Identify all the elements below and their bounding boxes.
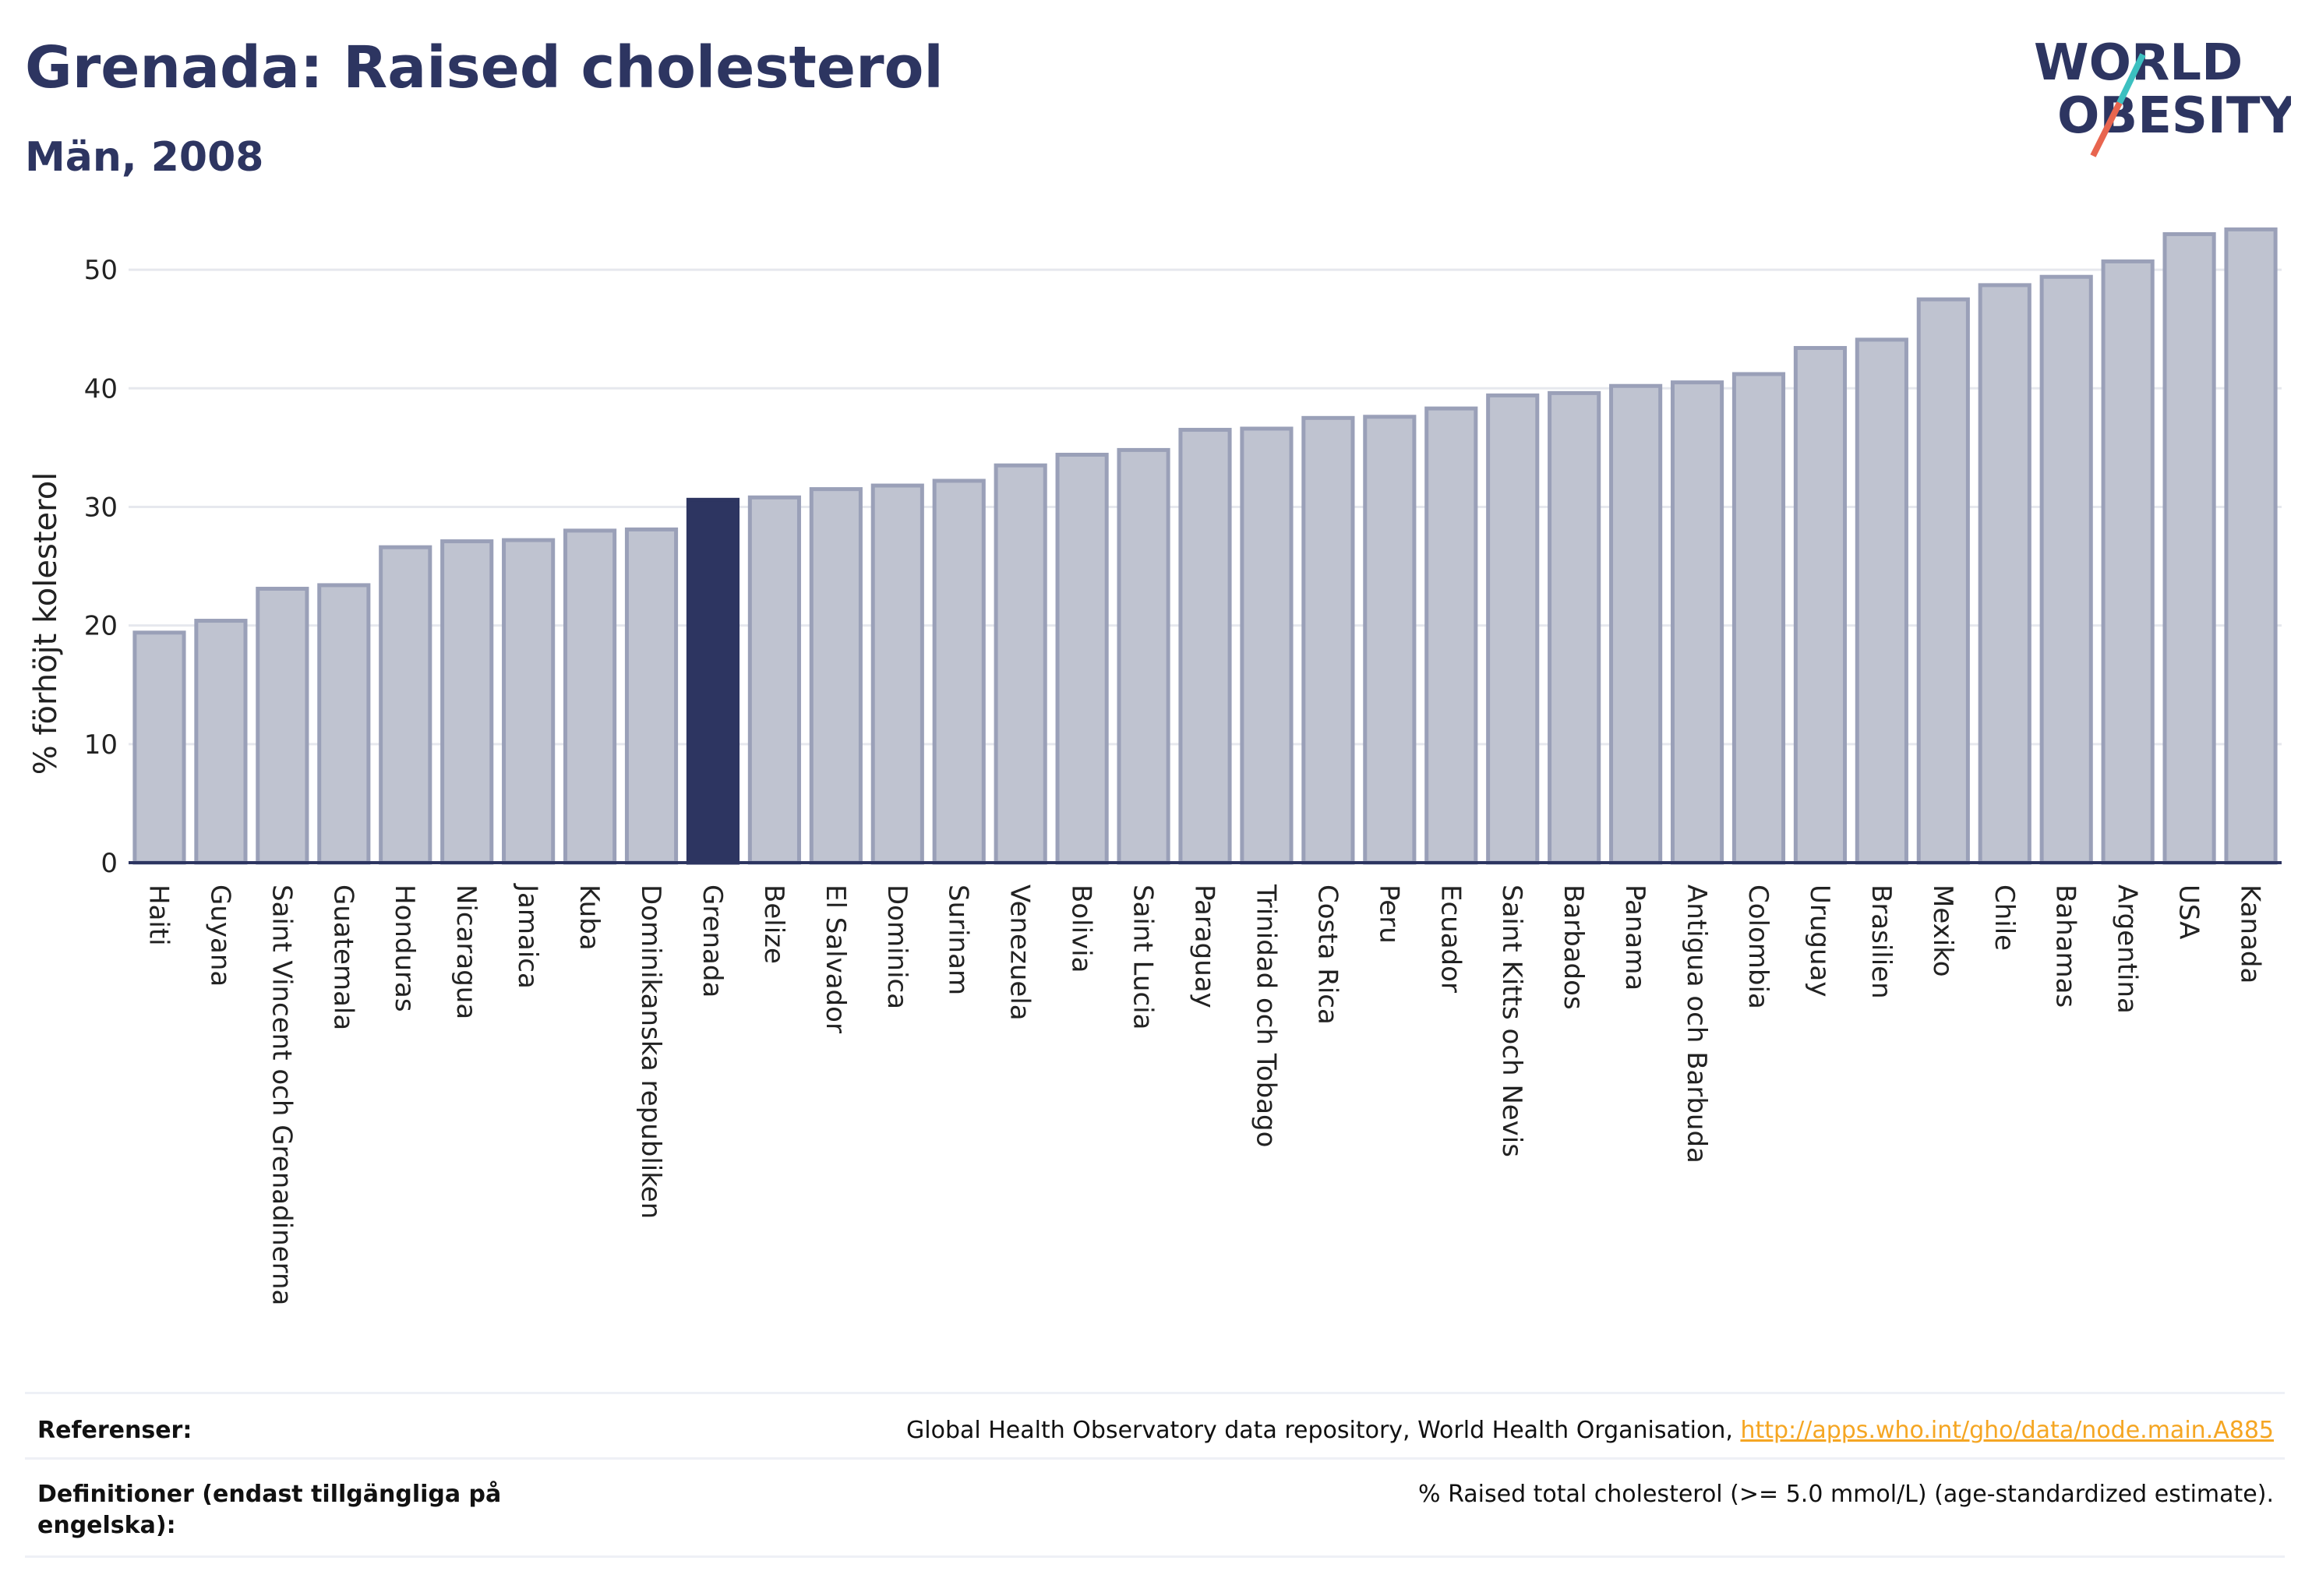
bar xyxy=(1301,415,1355,865)
x-tick-label: Argentina xyxy=(2112,885,2143,1014)
bar xyxy=(2101,259,2155,865)
x-tick-label: Panama xyxy=(1619,885,1650,990)
x-tick-label: El Salvador xyxy=(820,885,851,1033)
bar xyxy=(809,487,863,865)
x-tick-label: Bolivia xyxy=(1066,885,1097,973)
bar xyxy=(379,545,432,865)
category-labels: Haiti Guyana Saint Vincent och Grenadinern… xyxy=(143,883,2265,1305)
bar xyxy=(2162,231,2216,865)
bar xyxy=(1731,372,1786,865)
x-tick-label: Nicaragua xyxy=(450,885,482,1019)
y-tick-label: 50 xyxy=(84,255,118,286)
x-tick-label: Saint Vincent och Grenadinerna xyxy=(266,885,297,1305)
x-tick-label: Saint Lucia xyxy=(1128,885,1159,1029)
x-tick-label: Jamaica xyxy=(512,883,543,989)
x-tick-label: Bahamas xyxy=(2050,885,2081,1008)
logo-accent-red xyxy=(2090,101,2123,157)
x-tick-label: USA xyxy=(2173,885,2204,939)
bar xyxy=(1178,428,1232,865)
bars-layer xyxy=(132,227,2278,865)
bar xyxy=(1363,415,1417,865)
bar xyxy=(2224,227,2278,865)
bar xyxy=(194,619,248,865)
world-obesity-logo: WORLD OBESITY xyxy=(2034,34,2291,157)
bar xyxy=(1670,380,1724,865)
bar xyxy=(1055,452,1109,865)
bar xyxy=(132,630,186,865)
references-value: Global Health Observatory data repositor… xyxy=(906,1415,2274,1446)
y-tick-label: 0 xyxy=(101,848,118,879)
bar xyxy=(1240,426,1294,865)
bar xyxy=(1486,393,1540,865)
page-title: Grenada: Raised cholesterol xyxy=(25,34,944,101)
bar xyxy=(870,483,924,865)
x-tick-label: Trinidad och Tobago xyxy=(1250,884,1281,1147)
bar xyxy=(932,478,986,865)
footer-divider-middle xyxy=(25,1457,2285,1460)
x-tick-label: Colombia xyxy=(1742,885,1774,1009)
x-tick-label: Brasilien xyxy=(1866,885,1897,999)
x-tick-label: Kanada xyxy=(2235,885,2266,983)
bar xyxy=(1916,297,1970,865)
y-tick-label: 20 xyxy=(84,611,118,642)
x-tick-label: Haiti xyxy=(143,885,174,946)
x-tick-label: Chile xyxy=(1989,885,2020,951)
x-tick-label: Honduras xyxy=(389,885,420,1012)
x-tick-label: Antigua och Barbuda xyxy=(1681,885,1712,1163)
x-tick-label: Kuba xyxy=(574,885,605,951)
footer-divider-top xyxy=(25,1392,2285,1394)
bar xyxy=(1548,390,1601,865)
bar xyxy=(2039,274,2093,865)
bar xyxy=(1117,447,1170,865)
bar xyxy=(747,495,801,865)
bar xyxy=(1855,337,1908,865)
x-tick-label: Guyana xyxy=(204,885,235,987)
references-text: Global Health Observatory data repositor… xyxy=(906,1417,1741,1444)
x-tick-label: Peru xyxy=(1373,885,1404,944)
logo-accent-teal xyxy=(2116,53,2146,104)
bar xyxy=(317,583,371,865)
bar xyxy=(440,539,494,865)
x-tick-label: Grenada xyxy=(697,885,728,998)
bar xyxy=(994,463,1047,865)
x-tick-label: Uruguay xyxy=(1804,885,1835,998)
y-tick-label: 30 xyxy=(84,492,118,523)
x-tick-label: Venezuela xyxy=(1004,885,1036,1021)
x-tick-label: Belize xyxy=(758,885,789,964)
bar xyxy=(1424,406,1478,865)
bar xyxy=(1609,383,1663,865)
y-tick-label: 40 xyxy=(84,373,118,404)
footer-divider-bottom xyxy=(25,1555,2285,1558)
bar xyxy=(256,586,309,865)
x-tick-label: Ecuador xyxy=(1435,885,1466,993)
ticks-layer: 0 10 20 30 40 50 xyxy=(84,255,118,879)
x-tick-label: Dominica xyxy=(881,885,912,1009)
bar xyxy=(502,538,556,865)
x-tick-label: Surinam xyxy=(943,885,974,995)
x-tick-label: Barbados xyxy=(1558,885,1589,1010)
x-tick-label: Costa Rica xyxy=(1311,885,1343,1025)
references-label: Referenser: xyxy=(37,1417,192,1444)
bar xyxy=(1978,283,2031,865)
x-tick-label: Mexiko xyxy=(1927,885,1958,977)
bar xyxy=(1793,346,1848,865)
bar xyxy=(686,497,740,865)
x-tick-label: Guatemala xyxy=(327,885,358,1030)
y-tick-label: 10 xyxy=(84,729,118,761)
page-subtitle: Män, 2008 xyxy=(25,134,264,181)
x-tick-label: Dominikanska republiken xyxy=(635,885,666,1219)
definitions-label: Definitioner (endast tillgängliga på eng… xyxy=(37,1481,502,1539)
definitions-value: % Raised total cholesterol (>= 5.0 mmol/… xyxy=(1418,1481,2274,1508)
logo-line2: OBESITY xyxy=(2057,87,2291,145)
y-axis-label: % förhöjt kolesterol xyxy=(28,472,64,775)
bar-chart: 0 10 20 30 40 50 Haiti Guyana Saint Vincent och… xyxy=(28,227,2282,1305)
x-tick-label: Saint Kitts och Nevis xyxy=(1496,885,1527,1157)
references-link[interactable]: http://apps.who.int/gho/data/node.main.A… xyxy=(1740,1417,2274,1444)
x-tick-label: Paraguay xyxy=(1189,885,1220,1008)
bar xyxy=(563,528,617,865)
bar xyxy=(624,527,679,865)
